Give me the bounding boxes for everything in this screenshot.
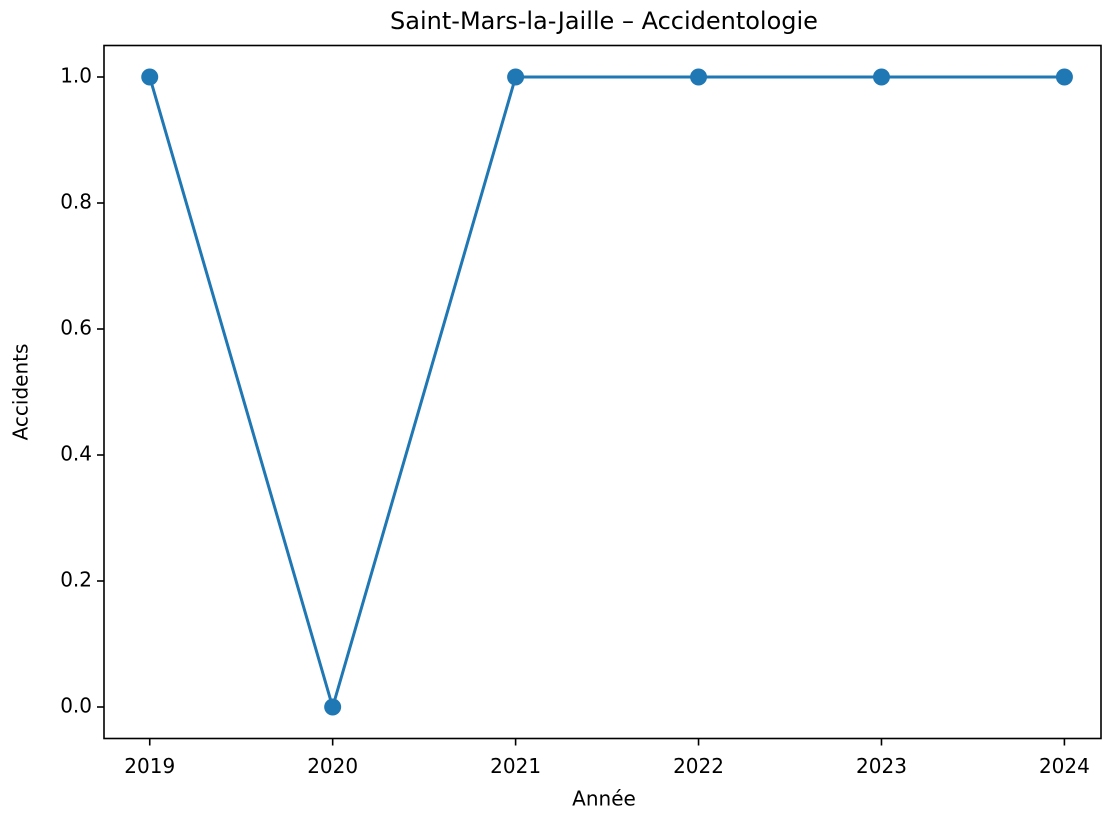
- x-tick-label: 2021: [490, 754, 541, 778]
- x-tick-label: 2024: [1039, 754, 1090, 778]
- marker: [324, 698, 342, 716]
- marker: [507, 68, 525, 86]
- marker: [872, 68, 890, 86]
- x-axis-label: Année: [572, 787, 636, 811]
- y-tick-label: 0.0: [60, 694, 92, 718]
- y-tick-label: 0.6: [60, 316, 92, 340]
- marker: [141, 68, 159, 86]
- x-tick-label: 2023: [856, 754, 907, 778]
- y-tick-label: 0.8: [60, 190, 92, 214]
- line: [148, 75, 1065, 709]
- y-tick-label: 1.0: [60, 64, 92, 88]
- marker: [690, 68, 708, 86]
- x-tick-label: 2019: [124, 754, 175, 778]
- x-tick-label: 2022: [673, 754, 724, 778]
- axes-frame: [103, 44, 1102, 740]
- y-tick-label: 0.2: [60, 568, 92, 592]
- x-tick-label: 2020: [307, 754, 358, 778]
- y-axis-label: Accidents: [9, 344, 33, 441]
- y-tick-label: 0.4: [60, 442, 92, 466]
- marker: [1055, 68, 1073, 86]
- chart-title: Saint-Mars-la-Jaille – Accidentologie: [390, 7, 818, 35]
